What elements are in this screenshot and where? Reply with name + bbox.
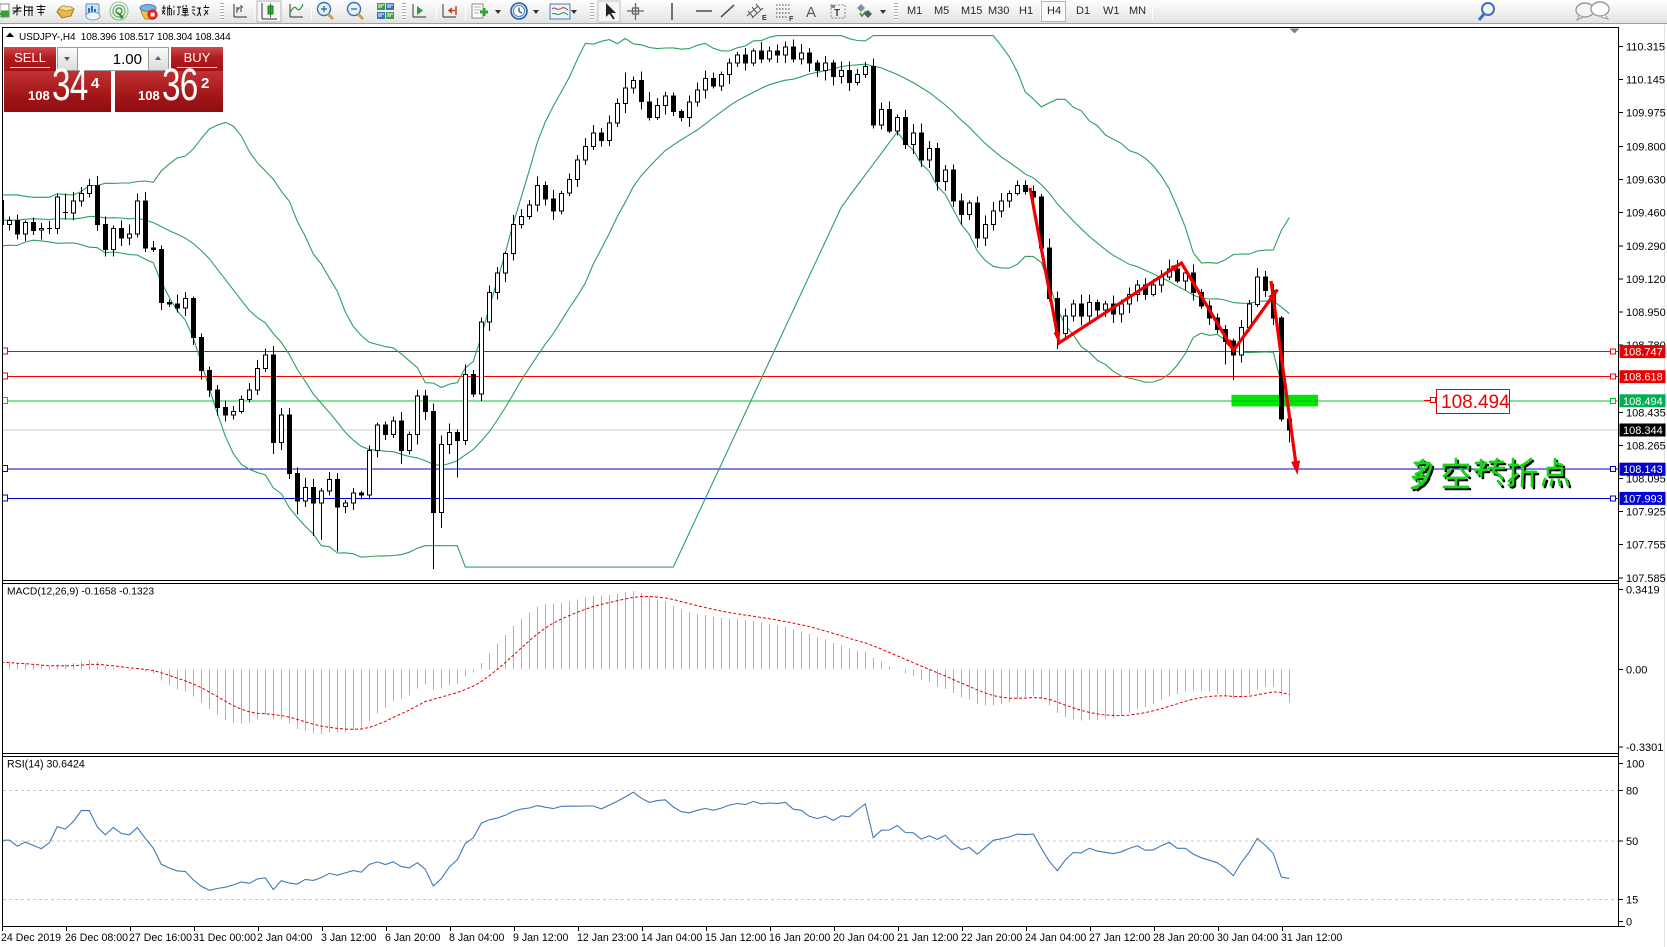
svg-text:15: 15 xyxy=(1626,895,1638,907)
svg-text:2 Jan 04:00: 2 Jan 04:00 xyxy=(257,932,312,944)
svg-text:24 Dec 2019: 24 Dec 2019 xyxy=(1,932,61,944)
svg-text:100: 100 xyxy=(1626,759,1644,771)
svg-text:T: T xyxy=(834,8,840,19)
svg-text:108.618: 108.618 xyxy=(1623,372,1663,384)
svg-text:20 Jan 04:00: 20 Jan 04:00 xyxy=(833,932,894,944)
svg-text:109.630: 109.630 xyxy=(1626,175,1666,187)
svg-text:USDJPY-,H4 108.396 108.517 10: USDJPY-,H4 108.396 108.517 108.304 108.3… xyxy=(19,32,231,43)
svg-text:26 Dec 08:00: 26 Dec 08:00 xyxy=(65,932,128,944)
svg-text:27 Dec 16:00: 27 Dec 16:00 xyxy=(129,932,192,944)
svg-text:108.435: 108.435 xyxy=(1626,407,1666,419)
svg-text:16 Jan 20:00: 16 Jan 20:00 xyxy=(769,932,830,944)
svg-text:31 Jan 12:00: 31 Jan 12:00 xyxy=(1281,932,1342,944)
svg-text:22 Jan 20:00: 22 Jan 20:00 xyxy=(961,932,1022,944)
svg-text:21 Jan 12:00: 21 Jan 12:00 xyxy=(897,932,958,944)
svg-text:15 Jan 12:00: 15 Jan 12:00 xyxy=(705,932,766,944)
svg-text:0: 0 xyxy=(1626,917,1632,929)
svg-text:107.925: 107.925 xyxy=(1626,507,1666,519)
svg-text:24 Jan 04:00: 24 Jan 04:00 xyxy=(1025,932,1086,944)
svg-text:108.494: 108.494 xyxy=(1623,396,1663,408)
svg-text:109.290: 109.290 xyxy=(1626,241,1666,253)
svg-text:109.120: 109.120 xyxy=(1626,274,1666,286)
svg-text:RSI(14) 30.6424: RSI(14) 30.6424 xyxy=(7,759,85,771)
svg-text:6 Jan 20:00: 6 Jan 20:00 xyxy=(385,932,440,944)
svg-text:-0.3301: -0.3301 xyxy=(1626,742,1663,754)
svg-text:MACD(12,26,9) -0.1658 -0.1323: MACD(12,26,9) -0.1658 -0.1323 xyxy=(7,587,154,598)
svg-text:108.344: 108.344 xyxy=(1623,425,1663,437)
svg-text:109.460: 109.460 xyxy=(1626,208,1666,220)
svg-text:108.265: 108.265 xyxy=(1626,440,1666,452)
svg-text:9 Jan 12:00: 9 Jan 12:00 xyxy=(513,932,568,944)
svg-text:14 Jan 04:00: 14 Jan 04:00 xyxy=(641,932,702,944)
svg-text:110.145: 110.145 xyxy=(1626,74,1665,86)
svg-text:108.143: 108.143 xyxy=(1623,464,1663,476)
svg-text:12 Jan 23:00: 12 Jan 23:00 xyxy=(577,932,638,944)
svg-text:80: 80 xyxy=(1626,786,1638,798)
svg-text:109.975: 109.975 xyxy=(1626,108,1666,120)
svg-text:108.950: 108.950 xyxy=(1626,307,1666,319)
svg-text:108.494: 108.494 xyxy=(1441,392,1510,413)
svg-text:0.00: 0.00 xyxy=(1626,665,1647,677)
svg-text:50: 50 xyxy=(1626,836,1638,848)
svg-text:108.747: 108.747 xyxy=(1623,347,1663,359)
svg-text:8 Jan 04:00: 8 Jan 04:00 xyxy=(449,932,504,944)
svg-text:27 Jan 12:00: 27 Jan 12:00 xyxy=(1089,932,1150,944)
svg-text:110.315: 110.315 xyxy=(1626,41,1665,53)
svg-text:107.585: 107.585 xyxy=(1626,573,1666,585)
svg-text:107.993: 107.993 xyxy=(1623,493,1663,505)
svg-text:3 Jan 12:00: 3 Jan 12:00 xyxy=(321,932,376,944)
svg-text:0.3419: 0.3419 xyxy=(1626,585,1660,597)
svg-text:107.755: 107.755 xyxy=(1626,540,1666,552)
svg-text:30 Jan 04:00: 30 Jan 04:00 xyxy=(1217,932,1278,944)
svg-text:108.095: 108.095 xyxy=(1626,474,1666,486)
svg-text:28 Jan 20:00: 28 Jan 20:00 xyxy=(1153,932,1214,944)
svg-text:E: E xyxy=(762,15,767,22)
svg-text:F: F xyxy=(789,16,794,23)
svg-text:A: A xyxy=(806,4,816,21)
svg-text:109.800: 109.800 xyxy=(1626,142,1666,154)
svg-text:31 Dec 00:00: 31 Dec 00:00 xyxy=(193,932,256,944)
